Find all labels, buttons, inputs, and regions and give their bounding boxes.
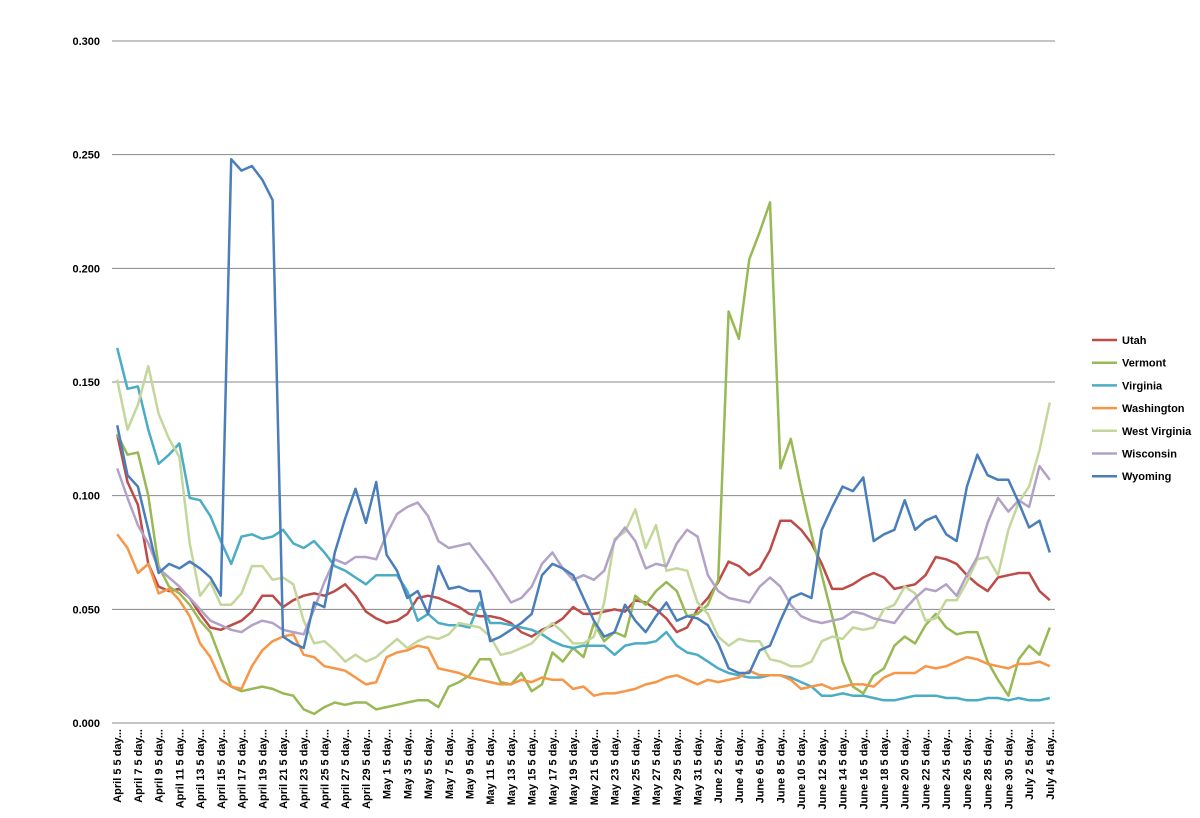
legend-label: Washington — [1122, 403, 1185, 415]
x-tick-label: July 2 5 day... — [1024, 729, 1036, 800]
legend-label: Wyoming — [1122, 471, 1171, 483]
x-tick-label: May 27 5 day... — [651, 729, 663, 805]
legend-label: Utah — [1122, 335, 1147, 347]
x-tick-label: June 10 5 day... — [796, 729, 808, 810]
x-tick-label: June 16 5 day... — [858, 729, 870, 810]
x-tick-label: June 8 5 day... — [775, 729, 787, 803]
x-tick-label: May 29 5 day... — [672, 729, 684, 805]
x-tick-label: April 15 5 day... — [216, 729, 228, 809]
x-tick-label: April 27 5 day... — [340, 729, 352, 809]
x-tick-label: May 7 5 day... — [444, 729, 456, 799]
x-tick-label: April 7 5 day... — [133, 729, 145, 803]
y-tick-label: 0.200 — [72, 263, 100, 275]
x-tick-label: June 18 5 day... — [879, 729, 891, 810]
x-tick-label: April 21 5 day... — [278, 729, 290, 809]
x-tick-label: May 25 5 day... — [630, 729, 642, 805]
x-tick-label: May 9 5 day... — [465, 729, 477, 799]
x-tick-label: May 19 5 day... — [568, 729, 580, 805]
x-tick-label: June 4 5 day... — [734, 729, 746, 803]
series-line — [115, 157, 1051, 675]
series-line — [115, 434, 1051, 638]
series-line — [116, 533, 1051, 697]
x-tick-label: June 14 5 day... — [838, 729, 850, 810]
x-tick-label: June 6 5 day... — [755, 729, 767, 803]
series-line — [116, 464, 1051, 636]
series-line — [116, 201, 1051, 716]
x-tick-label: April 23 5 day... — [299, 729, 311, 809]
x-tick-label: May 13 5 day... — [506, 729, 518, 805]
legend-label: West Virginia — [1122, 426, 1192, 438]
x-tick-label: May 31 5 day... — [692, 729, 704, 805]
series-line — [115, 347, 1051, 702]
x-tick-label: May 3 5 day... — [402, 729, 414, 799]
legend-label: Vermont — [1122, 358, 1166, 370]
x-tick-label: May 21 5 day... — [589, 729, 601, 805]
y-tick-label: 0.050 — [72, 604, 100, 616]
x-tick-label: June 2 5 day... — [713, 729, 725, 803]
x-tick-label: April 17 5 day... — [237, 729, 249, 809]
x-tick-label: May 11 5 day... — [485, 729, 497, 805]
y-tick-label: 0.000 — [72, 718, 100, 730]
x-tick-label: April 13 5 day... — [195, 729, 207, 809]
x-tick-label: May 17 5 day... — [547, 729, 559, 805]
x-tick-label: May 5 5 day... — [423, 729, 435, 799]
y-tick-label: 0.100 — [72, 491, 100, 503]
x-tick-label: April 11 5 day... — [174, 729, 186, 808]
legend-label: Wisconsin — [1122, 449, 1177, 461]
x-tick-label: April 25 5 day... — [319, 729, 331, 809]
x-tick-label: April 29 5 day... — [361, 729, 373, 809]
x-tick-label: June 30 5 day... — [1003, 729, 1015, 810]
x-tick-label: April 5 5 day... — [112, 729, 124, 803]
x-tick-label: June 20 5 day... — [900, 729, 912, 810]
x-tick-label: May 23 5 day... — [610, 729, 622, 805]
series-line — [115, 364, 1052, 668]
legend-label: Virginia — [1122, 380, 1163, 392]
x-tick-label: June 22 5 day... — [920, 729, 932, 810]
x-tick-label: June 12 5 day... — [817, 729, 829, 810]
y-tick-label: 0.150 — [72, 377, 100, 389]
x-tick-label: July 4 5 day... — [1045, 729, 1057, 800]
x-tick-label: May 1 5 day... — [382, 729, 394, 799]
x-tick-label: June 28 5 day... — [983, 729, 995, 810]
x-tick-label: May 15 5 day... — [527, 729, 539, 805]
x-tick-label: April 9 5 day... — [154, 729, 166, 803]
x-tick-label: April 19 5 day... — [257, 729, 269, 809]
x-tick-label: June 26 5 day... — [962, 729, 974, 810]
x-tick-label: June 24 5 day... — [941, 729, 953, 810]
y-tick-label: 0.250 — [72, 150, 100, 162]
y-tick-label: 0.300 — [72, 36, 100, 48]
